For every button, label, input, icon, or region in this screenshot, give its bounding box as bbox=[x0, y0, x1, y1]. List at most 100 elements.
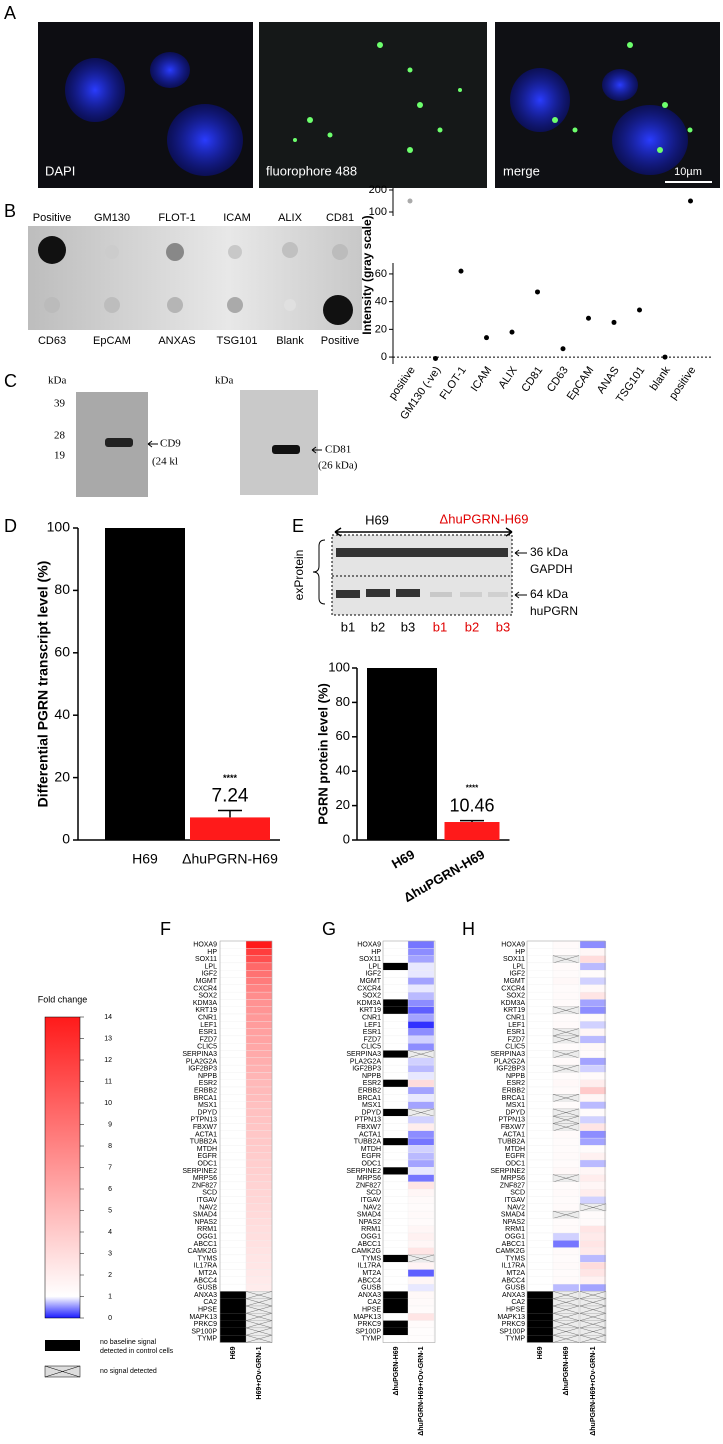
image-label: fluorophore 488 bbox=[266, 163, 357, 178]
y-tick-label: 200 bbox=[369, 184, 387, 196]
y-tick-label: 40 bbox=[336, 763, 350, 778]
heatmap-cell bbox=[407, 1021, 435, 1029]
row-label: LEF1 bbox=[364, 1022, 381, 1029]
heatmap-cell bbox=[245, 1064, 273, 1073]
row-label: OGG1 bbox=[197, 1233, 217, 1240]
no-signal-cross bbox=[245, 1327, 273, 1336]
row-label: OGG1 bbox=[361, 1233, 381, 1240]
heatmap-cell bbox=[552, 999, 580, 1007]
no-signal-cross bbox=[407, 1254, 435, 1263]
heatmap-cell bbox=[245, 1196, 273, 1204]
heatmap-cell bbox=[552, 1079, 580, 1088]
x-tick-label: ICAM bbox=[469, 365, 495, 394]
x-tick-label: CD63 bbox=[545, 365, 571, 395]
row-label: TYMP bbox=[506, 1336, 526, 1343]
heatmap-cell bbox=[219, 1218, 247, 1226]
heatmap-cell bbox=[526, 1064, 554, 1073]
colorbar-tick-label: 13 bbox=[104, 1035, 112, 1042]
point bbox=[637, 307, 642, 313]
unit: kDa bbox=[48, 375, 66, 387]
heatmap-cell bbox=[382, 1021, 410, 1029]
heatmap-cell bbox=[552, 1137, 580, 1146]
heatmap-cell bbox=[219, 1116, 247, 1124]
heatmap-cell bbox=[245, 1028, 273, 1037]
heatmap-cell bbox=[245, 999, 273, 1007]
heatmap-cell bbox=[382, 1057, 410, 1066]
row-label: PLA2G2A bbox=[186, 1058, 217, 1065]
row-label: KRT19 bbox=[195, 1007, 217, 1014]
point bbox=[509, 329, 515, 335]
no-baseline-cell bbox=[383, 1306, 409, 1314]
no-baseline-cell bbox=[383, 999, 409, 1007]
x-tick-label: ALIX bbox=[496, 364, 520, 391]
colorbar-tick-label: 10 bbox=[104, 1100, 112, 1107]
row-label: IL17RA bbox=[358, 1263, 382, 1270]
heatmap-cell bbox=[552, 1021, 580, 1029]
heatmap-cell bbox=[382, 1174, 410, 1183]
heatmap-cell bbox=[579, 1130, 607, 1139]
heatmap-cell bbox=[382, 1210, 410, 1219]
row-label: CLIC5 bbox=[505, 1044, 525, 1051]
column-label: H69+rOv-GRN-1 bbox=[256, 1346, 263, 1399]
heatmap-cell bbox=[526, 1269, 554, 1277]
heatmap-cell bbox=[526, 1240, 554, 1248]
no-baseline-cell bbox=[383, 1327, 409, 1336]
legend-swatch bbox=[45, 1340, 80, 1351]
row-label: PTPN13 bbox=[191, 1117, 218, 1124]
no-signal-cross bbox=[552, 1291, 580, 1299]
row-label: ERBB2 bbox=[358, 1087, 381, 1094]
heatmap-cell bbox=[552, 970, 580, 978]
row-label: ITGAV bbox=[197, 1197, 218, 1204]
row-label: ESR1 bbox=[363, 1029, 381, 1036]
row-label: MAPK13 bbox=[189, 1314, 217, 1321]
heatmap-cell bbox=[245, 1130, 273, 1139]
no-baseline-cell bbox=[383, 1298, 409, 1306]
heatmap-cell bbox=[407, 1313, 435, 1321]
row-label: PLA2G2A bbox=[350, 1058, 381, 1065]
row-label: GUSB bbox=[197, 1285, 217, 1292]
heatmap-cell bbox=[245, 1072, 273, 1080]
heatmap-cell bbox=[407, 1203, 435, 1212]
heatmap-cell bbox=[552, 1269, 580, 1277]
heatmap-cell bbox=[219, 1174, 247, 1183]
row-label: CXCR4 bbox=[193, 985, 217, 992]
row-label: HP bbox=[515, 949, 525, 956]
row-label: PTPN13 bbox=[355, 1117, 382, 1124]
row-label: CAMK2G bbox=[351, 1248, 381, 1255]
annotation: **** bbox=[223, 773, 238, 783]
heatmap-cell bbox=[579, 1079, 607, 1088]
no-signal-cross bbox=[579, 1305, 607, 1314]
heatmap-cell bbox=[407, 1167, 435, 1175]
lane-label: b3 bbox=[401, 619, 415, 634]
row-label: FBXW7 bbox=[357, 1124, 381, 1131]
heatmap-cell bbox=[245, 977, 273, 985]
heatmap-cell bbox=[579, 991, 607, 1000]
heatmap-frame bbox=[382, 940, 436, 1343]
row-label: ODC1 bbox=[198, 1160, 218, 1167]
heatmap-cell bbox=[526, 1152, 554, 1161]
band-size: (26 kDa) bbox=[318, 460, 358, 472]
heatmap-cell bbox=[219, 1057, 247, 1066]
row-label: ABCC4 bbox=[358, 1277, 381, 1284]
row-label: HOXA9 bbox=[501, 941, 525, 948]
heatmap-cell bbox=[219, 991, 247, 1000]
x-tick-label: blank bbox=[648, 364, 673, 393]
blot-label: Blank bbox=[276, 335, 304, 347]
no-baseline-cell bbox=[527, 1291, 553, 1299]
marker: 39 bbox=[54, 398, 66, 410]
heatmap-cell bbox=[526, 1130, 554, 1139]
no-baseline-cell bbox=[220, 1327, 246, 1336]
heatmap-cell bbox=[407, 1043, 435, 1051]
heatmap-cell bbox=[245, 1167, 273, 1175]
heatmap-cell bbox=[219, 1240, 247, 1248]
heatmap-cell bbox=[552, 1218, 580, 1226]
column-label: H69 bbox=[230, 1346, 237, 1359]
row-label: PRKC9 bbox=[502, 1321, 525, 1328]
heatmap-cell bbox=[382, 1123, 410, 1131]
heatmap-cell bbox=[579, 1276, 607, 1285]
heatmap-cell bbox=[579, 1094, 607, 1102]
row-label: ODC1 bbox=[362, 1160, 382, 1167]
no-signal-cross bbox=[552, 1064, 580, 1073]
lane-label: b1 bbox=[433, 619, 447, 634]
lane-label: b3 bbox=[496, 619, 510, 634]
